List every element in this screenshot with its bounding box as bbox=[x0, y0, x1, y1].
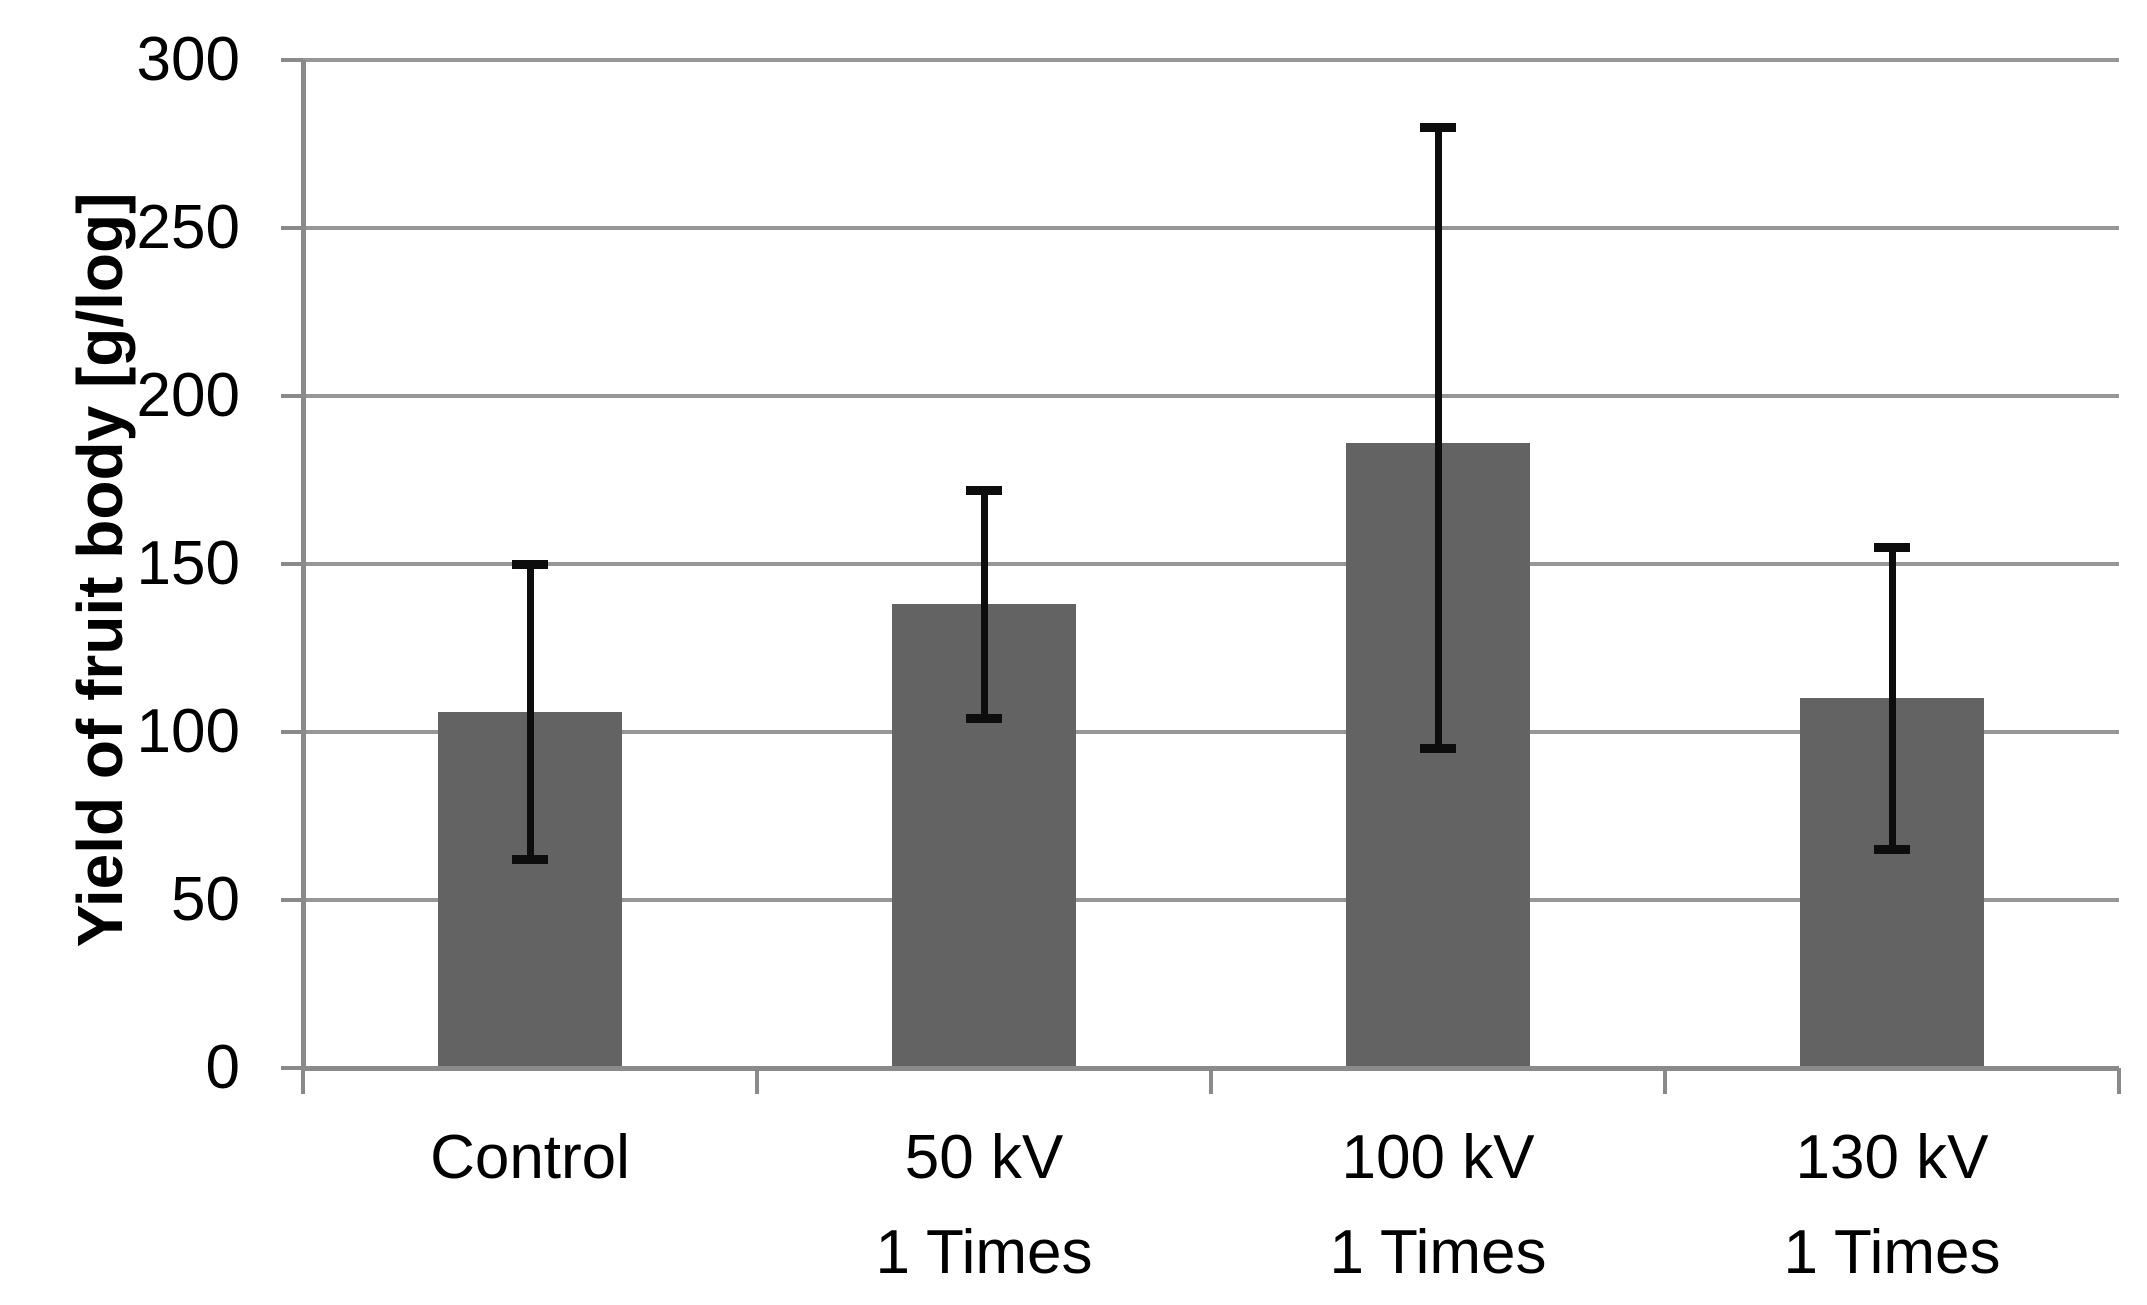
gridline bbox=[303, 898, 2119, 902]
gridline bbox=[303, 730, 2119, 734]
x-axis-tick bbox=[301, 1068, 305, 1094]
x-axis-tick bbox=[755, 1068, 759, 1094]
y-axis-tick bbox=[281, 730, 303, 734]
x-category-label: 50 kV bbox=[904, 1123, 1064, 1192]
error-bar-line bbox=[526, 564, 534, 860]
y-tick-label: 300 bbox=[136, 25, 240, 94]
y-tick-label: 50 bbox=[171, 865, 240, 934]
error-bar-cap-bottom bbox=[1420, 744, 1456, 754]
gridline bbox=[303, 394, 2119, 398]
y-tick-label: 200 bbox=[136, 361, 240, 430]
x-category-label: 100 kV bbox=[1341, 1123, 1535, 1192]
y-tick-label: 100 bbox=[136, 697, 240, 766]
x-category-sublabel: 1 Times bbox=[1783, 1218, 2001, 1287]
y-tick-label: 0 bbox=[205, 1033, 240, 1102]
gridline bbox=[303, 226, 2119, 230]
y-axis-tick bbox=[281, 562, 303, 566]
error-bar-cap-top bbox=[512, 559, 548, 569]
y-axis-tick bbox=[281, 898, 303, 902]
error-bar-cap-bottom bbox=[512, 855, 548, 865]
error-bar-cap-top bbox=[1420, 122, 1456, 132]
y-tick-label: 250 bbox=[136, 193, 240, 262]
x-axis-tick bbox=[1663, 1068, 1667, 1094]
x-category-sublabel: 1 Times bbox=[875, 1218, 1093, 1287]
y-axis-tick bbox=[281, 394, 303, 398]
gridline bbox=[303, 562, 2119, 566]
gridline bbox=[303, 58, 2119, 62]
x-category-label: Control bbox=[430, 1123, 630, 1192]
error-bar-line bbox=[980, 490, 988, 719]
error-bar-cap-top bbox=[966, 485, 1002, 495]
error-bar-cap-bottom bbox=[1874, 845, 1910, 855]
y-axis-tick bbox=[281, 58, 303, 62]
error-bar-cap-bottom bbox=[966, 714, 1002, 724]
error-bar-line bbox=[1888, 547, 1896, 850]
x-category-label: 130 kV bbox=[1795, 1123, 1989, 1192]
x-category-sublabel: 1 Times bbox=[1329, 1218, 1547, 1287]
y-axis-tick bbox=[281, 1066, 303, 1070]
y-axis-tick bbox=[281, 226, 303, 230]
y-axis-line bbox=[301, 60, 306, 1068]
x-axis-tick bbox=[2117, 1068, 2121, 1094]
error-bar-line bbox=[1434, 127, 1442, 749]
y-tick-label: 150 bbox=[136, 529, 240, 598]
x-axis-tick bbox=[1209, 1068, 1213, 1094]
error-bar-cap-top bbox=[1874, 542, 1910, 552]
